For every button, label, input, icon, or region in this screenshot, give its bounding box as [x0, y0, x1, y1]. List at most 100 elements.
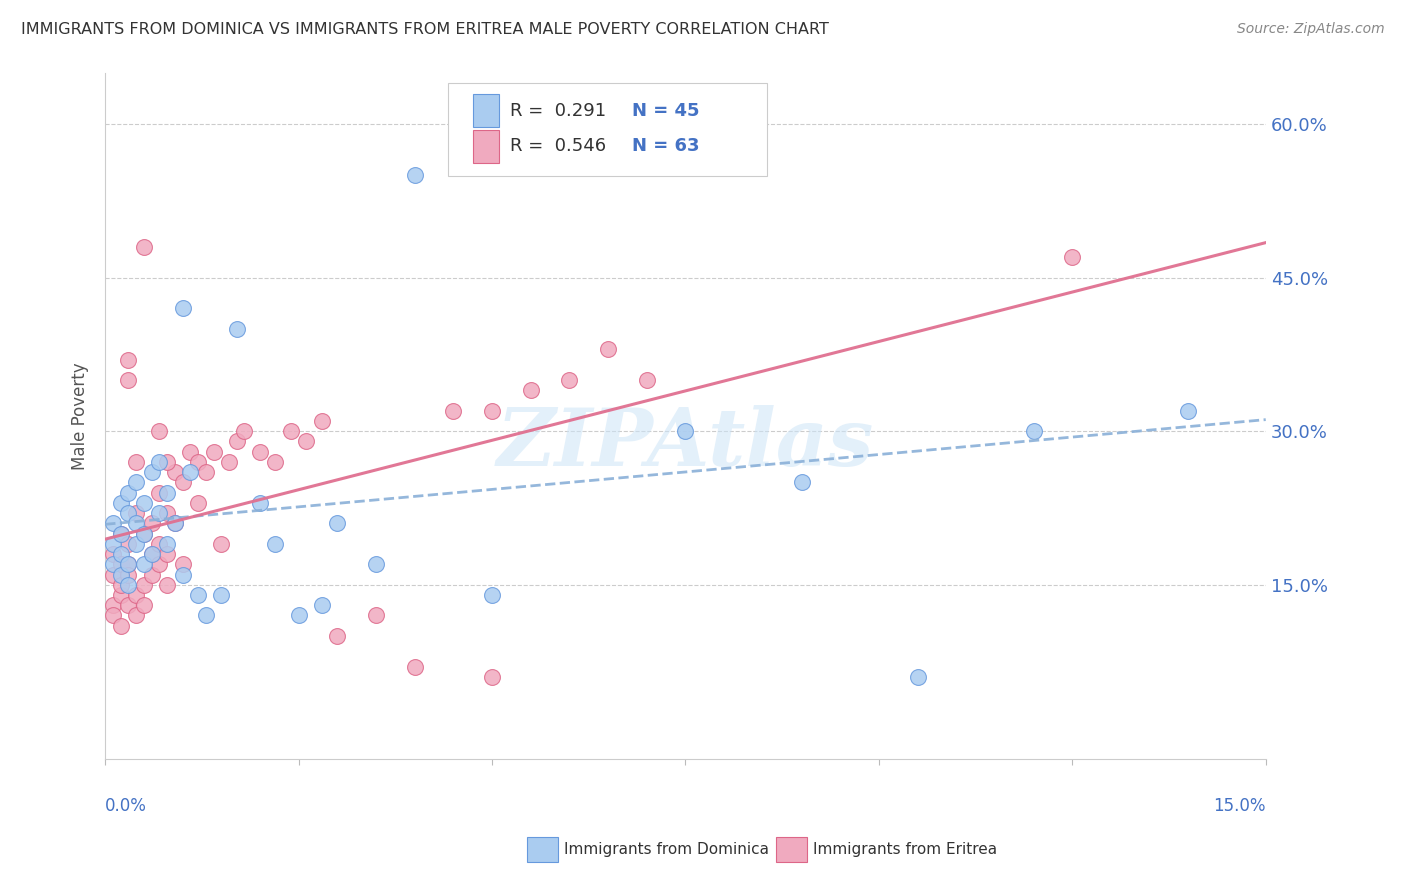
Point — [790, 475, 813, 490]
Point — [187, 496, 209, 510]
Point — [156, 485, 179, 500]
Point — [194, 608, 217, 623]
Point — [125, 475, 148, 490]
Point — [636, 373, 658, 387]
Point — [101, 537, 124, 551]
Point — [125, 537, 148, 551]
Point — [311, 599, 333, 613]
Point — [141, 567, 163, 582]
Point — [141, 547, 163, 561]
Point — [280, 424, 302, 438]
Point — [1022, 424, 1045, 438]
Point — [225, 322, 247, 336]
Point — [1177, 403, 1199, 417]
Point — [101, 567, 124, 582]
Point — [249, 496, 271, 510]
Point — [249, 444, 271, 458]
Point — [326, 629, 349, 643]
Point — [179, 444, 201, 458]
Point — [110, 496, 132, 510]
Point — [519, 384, 541, 398]
Point — [125, 588, 148, 602]
Text: R =  0.291: R = 0.291 — [510, 102, 606, 120]
Point — [187, 588, 209, 602]
Point — [125, 506, 148, 520]
Text: R =  0.546: R = 0.546 — [510, 137, 606, 155]
Point — [209, 537, 232, 551]
Point — [311, 414, 333, 428]
Point — [481, 588, 503, 602]
Point — [101, 599, 124, 613]
Point — [404, 169, 426, 183]
Point — [110, 618, 132, 632]
Point — [117, 599, 139, 613]
Text: Immigrants from Eritrea: Immigrants from Eritrea — [813, 842, 997, 856]
Point — [156, 537, 179, 551]
Point — [326, 516, 349, 531]
Point — [110, 547, 132, 561]
Point — [202, 444, 225, 458]
Point — [156, 578, 179, 592]
Text: N = 45: N = 45 — [633, 102, 700, 120]
Point — [141, 465, 163, 479]
Point — [132, 526, 155, 541]
Point — [141, 516, 163, 531]
Point — [132, 496, 155, 510]
Point — [125, 455, 148, 469]
Point — [364, 558, 387, 572]
Point — [148, 455, 170, 469]
Point — [481, 670, 503, 684]
Point — [148, 537, 170, 551]
Point — [287, 608, 309, 623]
Point — [163, 465, 186, 479]
Point — [558, 158, 581, 172]
Point — [117, 485, 139, 500]
Point — [101, 547, 124, 561]
Point — [156, 455, 179, 469]
Point — [117, 578, 139, 592]
Point — [172, 475, 194, 490]
Point — [132, 240, 155, 254]
Point — [481, 403, 503, 417]
Point — [110, 578, 132, 592]
Point — [156, 547, 179, 561]
Point — [132, 558, 155, 572]
Point — [117, 537, 139, 551]
Point — [218, 455, 240, 469]
Point — [156, 506, 179, 520]
Text: ZIPAtlas: ZIPAtlas — [496, 405, 875, 482]
Point — [441, 403, 464, 417]
Point — [117, 567, 139, 582]
Point — [179, 465, 201, 479]
Text: 15.0%: 15.0% — [1213, 797, 1265, 814]
Point — [364, 608, 387, 623]
Point — [117, 506, 139, 520]
Point — [101, 516, 124, 531]
Text: Source: ZipAtlas.com: Source: ZipAtlas.com — [1237, 22, 1385, 37]
Point — [187, 455, 209, 469]
Point — [125, 516, 148, 531]
FancyBboxPatch shape — [447, 83, 766, 176]
Point — [295, 434, 318, 449]
Point — [110, 526, 132, 541]
Point — [558, 373, 581, 387]
Point — [225, 434, 247, 449]
Point — [209, 588, 232, 602]
Point — [194, 465, 217, 479]
Point — [117, 558, 139, 572]
Point — [172, 558, 194, 572]
Point — [675, 424, 697, 438]
Point — [264, 537, 287, 551]
Point — [264, 455, 287, 469]
FancyBboxPatch shape — [472, 95, 499, 128]
Y-axis label: Male Poverty: Male Poverty — [72, 362, 89, 470]
Point — [132, 526, 155, 541]
Point — [172, 567, 194, 582]
Text: Immigrants from Dominica: Immigrants from Dominica — [564, 842, 769, 856]
FancyBboxPatch shape — [472, 130, 499, 163]
Text: N = 63: N = 63 — [633, 137, 700, 155]
Point — [172, 301, 194, 316]
Point — [598, 343, 620, 357]
Point — [101, 608, 124, 623]
Point — [132, 578, 155, 592]
